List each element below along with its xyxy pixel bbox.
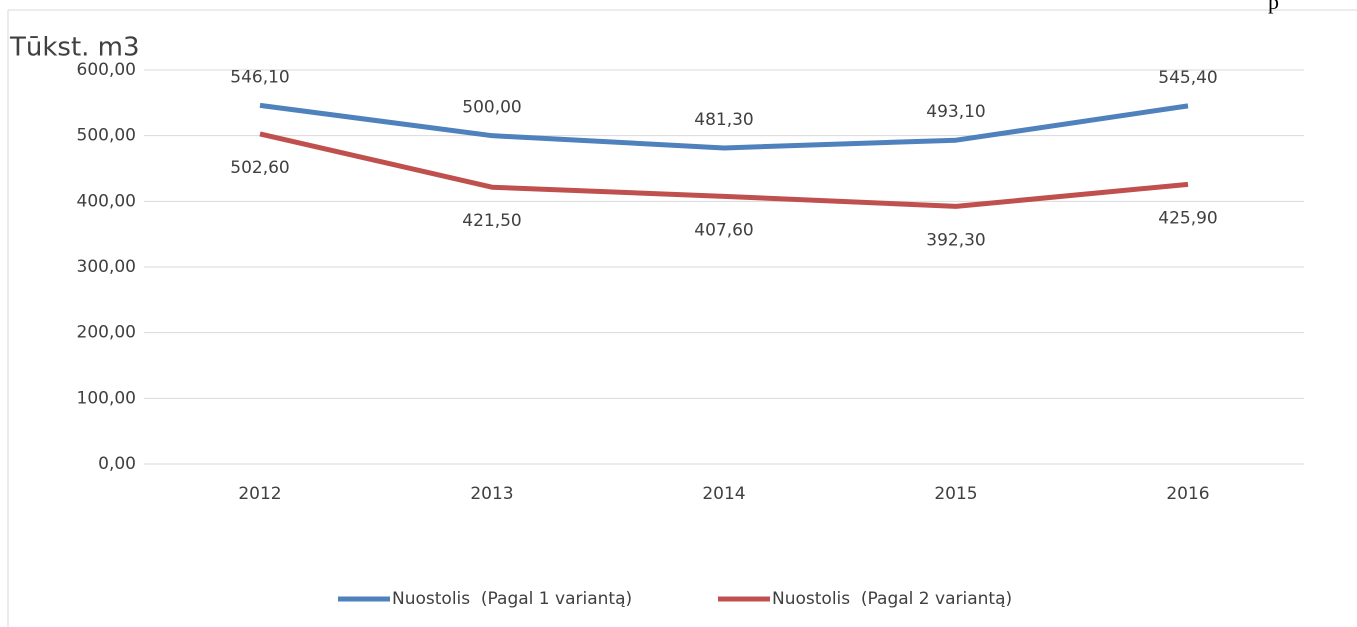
series-line xyxy=(259,131,1189,209)
data-label: 546,10 xyxy=(230,67,289,87)
data-label: 502,60 xyxy=(230,158,289,178)
y-tick-label: 500,00 xyxy=(77,126,136,146)
y-tick-label: 600,00 xyxy=(77,60,136,80)
data-label: 545,40 xyxy=(1158,68,1217,88)
chart-title: Tūkst. m3 xyxy=(9,33,140,63)
legend-label: Nuostolis (Pagal 1 variantą) xyxy=(392,589,632,609)
y-tick-label: 0,00 xyxy=(98,454,136,474)
data-label: 493,10 xyxy=(926,102,985,122)
data-label: 425,90 xyxy=(1158,208,1217,228)
y-tick-label: 200,00 xyxy=(77,323,136,343)
y-tick-label: 100,00 xyxy=(77,388,136,408)
y-tick-label: 300,00 xyxy=(77,257,136,277)
x-tick-label: 2013 xyxy=(470,484,513,504)
data-label: 500,00 xyxy=(462,98,521,118)
x-tick-label: 2015 xyxy=(934,484,977,504)
x-tick-label: 2016 xyxy=(1166,484,1209,504)
x-tick-label: 2012 xyxy=(238,484,281,504)
x-tick-label: 2014 xyxy=(702,484,745,504)
y-tick-label: 400,00 xyxy=(77,191,136,211)
legend-label: Nuostolis (Pagal 2 variantą) xyxy=(772,589,1012,609)
data-label: 392,30 xyxy=(926,230,985,250)
data-label: 421,50 xyxy=(462,211,521,231)
series-line xyxy=(259,102,1189,151)
page-fragment: p xyxy=(1268,0,1279,14)
data-label: 407,60 xyxy=(694,220,753,240)
data-label: 481,30 xyxy=(694,110,753,130)
